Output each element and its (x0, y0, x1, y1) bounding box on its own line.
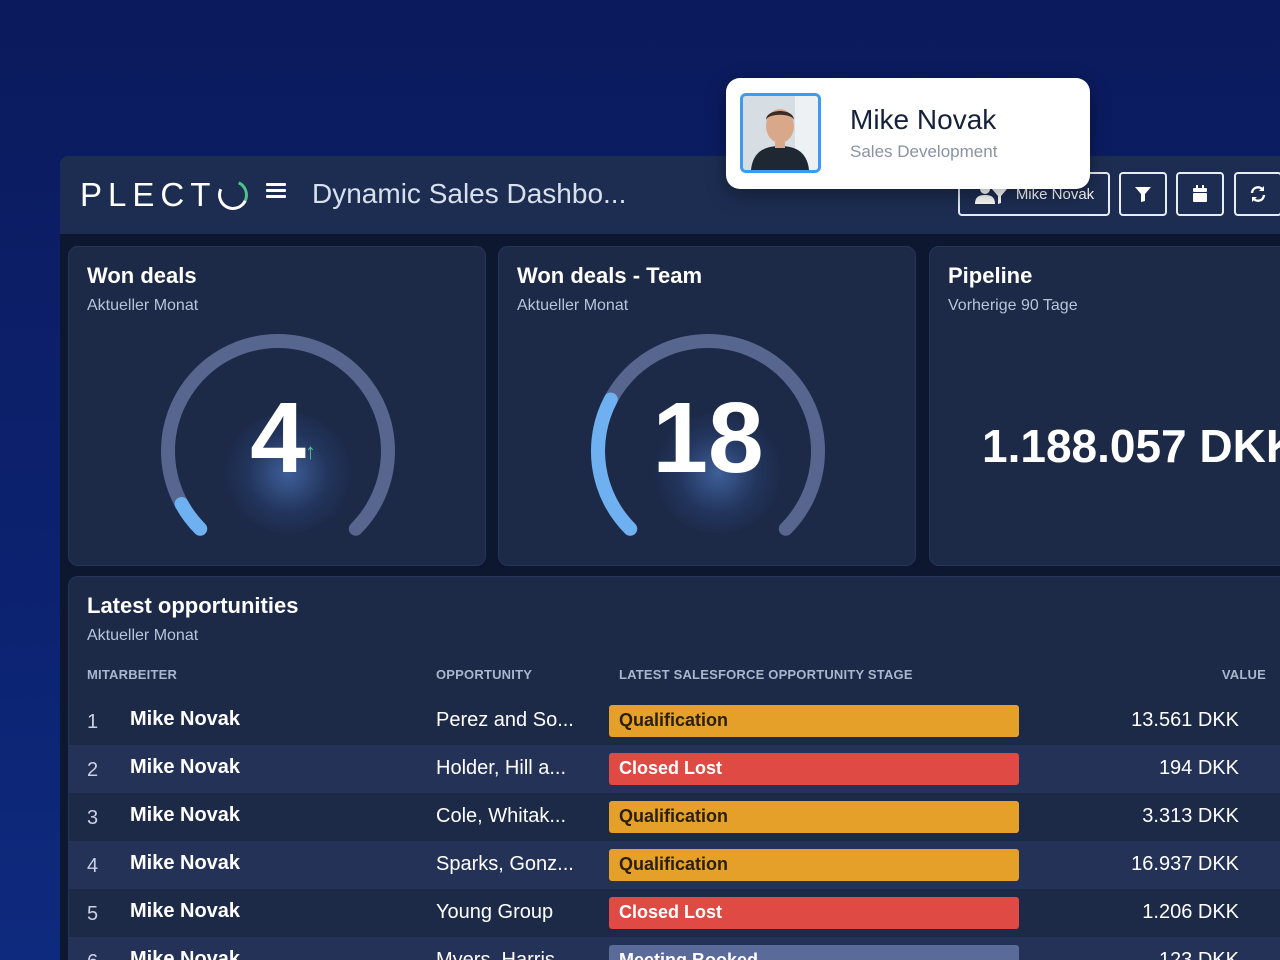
profile-name: Mike Novak (850, 104, 997, 135)
table-subtitle: Aktueller Monat (87, 627, 199, 644)
dashboard-title[interactable]: Dynamic Sales Dashbo... (312, 178, 627, 209)
table-row[interactable]: 3 Mike Novak Cole, Whitak... Qualificati… (69, 793, 1280, 841)
dashboard-app: PLECT Dynamic Sales Dashbo... Mike Novak (60, 156, 1280, 960)
stage-badge: Qualification (609, 801, 1019, 833)
row-employee: Mike Novak (130, 708, 241, 730)
latest-opportunities-card: Latest opportunities Aktueller Monat MIT… (68, 576, 1280, 960)
won-deals-team-value: 18 (652, 382, 764, 494)
row-opportunity[interactable]: Sparks, Gonz... (436, 853, 574, 875)
row-employee: Mike Novak (130, 804, 241, 826)
row-employee: Mike Novak (130, 948, 241, 960)
header-value[interactable]: VALUE (1221, 667, 1266, 682)
stage-badge: Closed Lost (609, 897, 1019, 929)
avatar-photo (743, 96, 818, 170)
won-deals-card[interactable]: Won deals Aktueller Monat 4 ↑ (68, 246, 486, 566)
pipeline-title: Pipeline (948, 263, 1033, 288)
stage-badge: Qualification (609, 705, 1019, 737)
filter-icon (1135, 187, 1151, 202)
row-opportunity[interactable]: Holder, Hill a... (436, 757, 567, 779)
refresh-button[interactable] (1234, 172, 1280, 216)
pipeline-card[interactable]: Pipeline Vorherige 90 Tage 1.188.057 DKK (929, 246, 1280, 566)
table-row[interactable]: 6 Mike Novak Myers, Harris... Meeting Bo… (69, 937, 1280, 960)
gauge-track (161, 334, 395, 536)
trend-up-icon: ↑ (305, 439, 316, 464)
filter-button[interactable] (1119, 172, 1167, 216)
profile-role: Sales Development (850, 142, 998, 161)
row-employee: Mike Novak (130, 900, 241, 922)
won-deals-team-gauge-arc (591, 334, 825, 536)
won-deals-gauge: 4 ↑ (153, 333, 403, 543)
gauge-glow (653, 413, 783, 533)
stage-badge: Meeting Booked (609, 945, 1019, 960)
calendar-icon (1193, 185, 1207, 202)
row-opportunity[interactable]: Young Group (436, 901, 554, 923)
gauge-glow (223, 413, 353, 533)
gauge-fill (591, 392, 638, 536)
row-rank: 1 (87, 711, 99, 733)
pipeline-subtitle: Vorherige 90 Tage (948, 297, 1078, 314)
won-deals-value: 4 (250, 382, 306, 494)
row-value: 3.313 DKK (1142, 805, 1239, 827)
logo-text: PLECT (80, 176, 217, 213)
hamburger-icon[interactable] (266, 180, 286, 198)
header-opportunity[interactable]: OPPORTUNITY (436, 667, 533, 682)
row-value: 13.561 DKK (1131, 709, 1239, 731)
row-employee: Mike Novak (130, 756, 241, 778)
logo-o-mark (214, 175, 253, 215)
row-opportunity[interactable]: Cole, Whitak... (436, 805, 567, 827)
table-row[interactable]: 5 Mike Novak Young Group Closed Lost 1.2… (69, 889, 1280, 937)
won-deals-team-card[interactable]: Won deals - Team Aktueller Monat 18 (498, 246, 916, 566)
row-opportunity[interactable]: Myers, Harris... (436, 949, 572, 960)
avatar (740, 93, 821, 173)
row-rank: 5 (87, 903, 99, 925)
row-rank: 6 (87, 951, 98, 960)
calendar-button[interactable] (1176, 172, 1224, 216)
won-deals-team-subtitle: Aktueller Monat (517, 297, 629, 314)
refresh-icon (1250, 186, 1266, 202)
row-rank: 3 (87, 807, 99, 829)
gauge-fill (174, 497, 208, 536)
header-stage[interactable]: LATEST SALESFORCE OPPORTUNITY STAGE (619, 667, 913, 682)
stage-badge: Closed Lost (609, 753, 1019, 785)
pipeline-value: 1.188.057 DKK (982, 420, 1280, 472)
table-row[interactable]: 2 Mike Novak Holder, Hill a... Closed Lo… (69, 745, 1280, 793)
won-deals-subtitle: Aktueller Monat (87, 297, 199, 314)
stage-badge: Qualification (609, 849, 1019, 881)
won-deals-team-gauge: 18 (583, 333, 833, 543)
top-bar: PLECT Dynamic Sales Dashbo... Mike Novak (60, 156, 1280, 234)
row-value: 123 DKK (1158, 949, 1239, 960)
plecto-logo[interactable]: PLECT (80, 175, 253, 215)
row-value: 194 DKK (1158, 757, 1239, 779)
table-row[interactable]: 4 Mike Novak Sparks, Gonz... Qualificati… (69, 841, 1280, 889)
won-deals-title: Won deals (87, 263, 197, 288)
user-filter-label: Mike Novak (1015, 185, 1095, 203)
won-deals-gauge-arc (161, 334, 395, 536)
row-opportunity[interactable]: Perez and So... (436, 709, 574, 731)
profile-card[interactable]: Mike Novak Sales Development (726, 78, 1090, 189)
row-value: 1.206 DKK (1142, 901, 1239, 923)
header-employee[interactable]: MITARBEITER (87, 667, 178, 682)
row-value: 16.937 DKK (1131, 853, 1239, 875)
row-employee: Mike Novak (130, 852, 241, 874)
table-row[interactable]: 1 Mike Novak Perez and So... Qualificati… (69, 697, 1280, 745)
row-rank: 4 (87, 855, 99, 877)
table-title: Latest opportunities (87, 593, 299, 618)
row-rank: 2 (87, 759, 99, 781)
won-deals-team-title: Won deals - Team (517, 263, 703, 288)
